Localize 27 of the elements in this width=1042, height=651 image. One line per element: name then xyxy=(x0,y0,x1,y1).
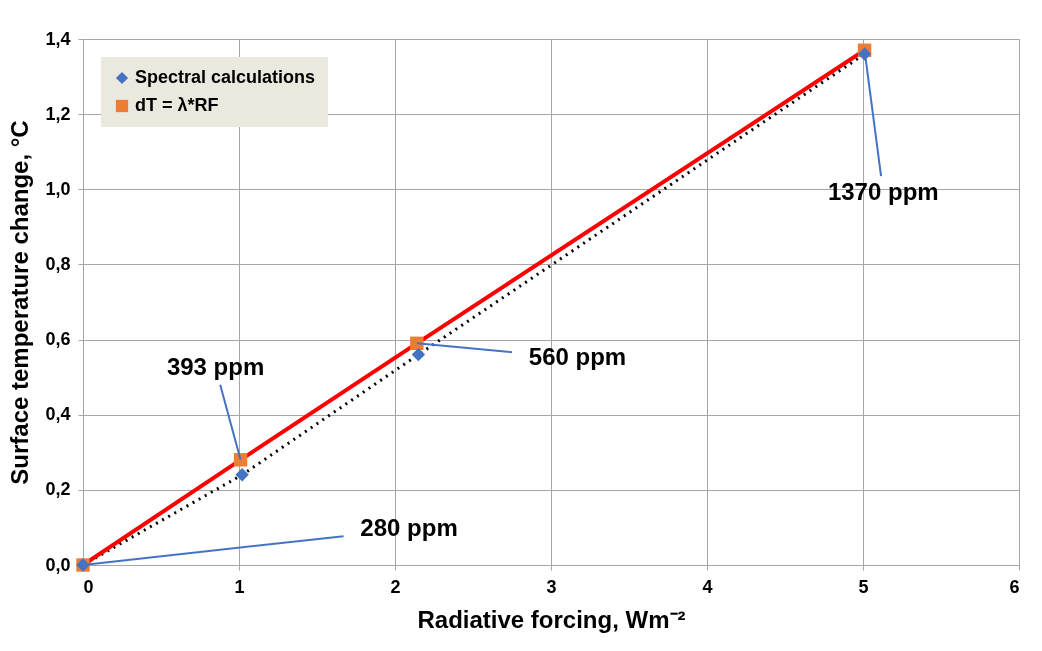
x-tick-label: 4 xyxy=(702,576,713,597)
annotation: 393 ppm xyxy=(166,352,265,380)
y-tick-label: 0,2 xyxy=(45,479,71,500)
y-tick-label: 0,0 xyxy=(45,554,71,575)
y-tick-label: 0,4 xyxy=(45,404,71,425)
point xyxy=(235,468,249,482)
legend-label: Spectral calculations xyxy=(135,67,316,87)
x-tick-label: 0 xyxy=(83,576,94,597)
y-tick-label: 0,8 xyxy=(45,253,71,274)
x-tick-label: 6 xyxy=(1009,576,1020,597)
point xyxy=(411,347,426,362)
x-tick-label: 3 xyxy=(546,576,557,597)
y-tick-label: 1,0 xyxy=(45,178,71,199)
y-tick-label: 0,6 xyxy=(45,329,71,350)
annotation: 1370 ppm xyxy=(827,178,939,206)
y-tick-label: 1,2 xyxy=(45,103,71,124)
x-tick-label: 2 xyxy=(390,576,401,597)
y-tick-label: 1,4 xyxy=(45,28,71,49)
y-axis-title: Surface temperature change, °C xyxy=(6,120,34,485)
legend-label: dT = λ*RF xyxy=(135,95,219,115)
x-tick-label: 1 xyxy=(234,576,245,597)
point xyxy=(410,336,424,351)
x-axis-title: Radiative forcing, Wm⁻² xyxy=(417,605,686,633)
annotation: 280 ppm xyxy=(360,513,458,541)
point xyxy=(233,453,248,467)
x-tick-label: 5 xyxy=(858,576,869,597)
annotation: 560 ppm xyxy=(528,343,627,371)
